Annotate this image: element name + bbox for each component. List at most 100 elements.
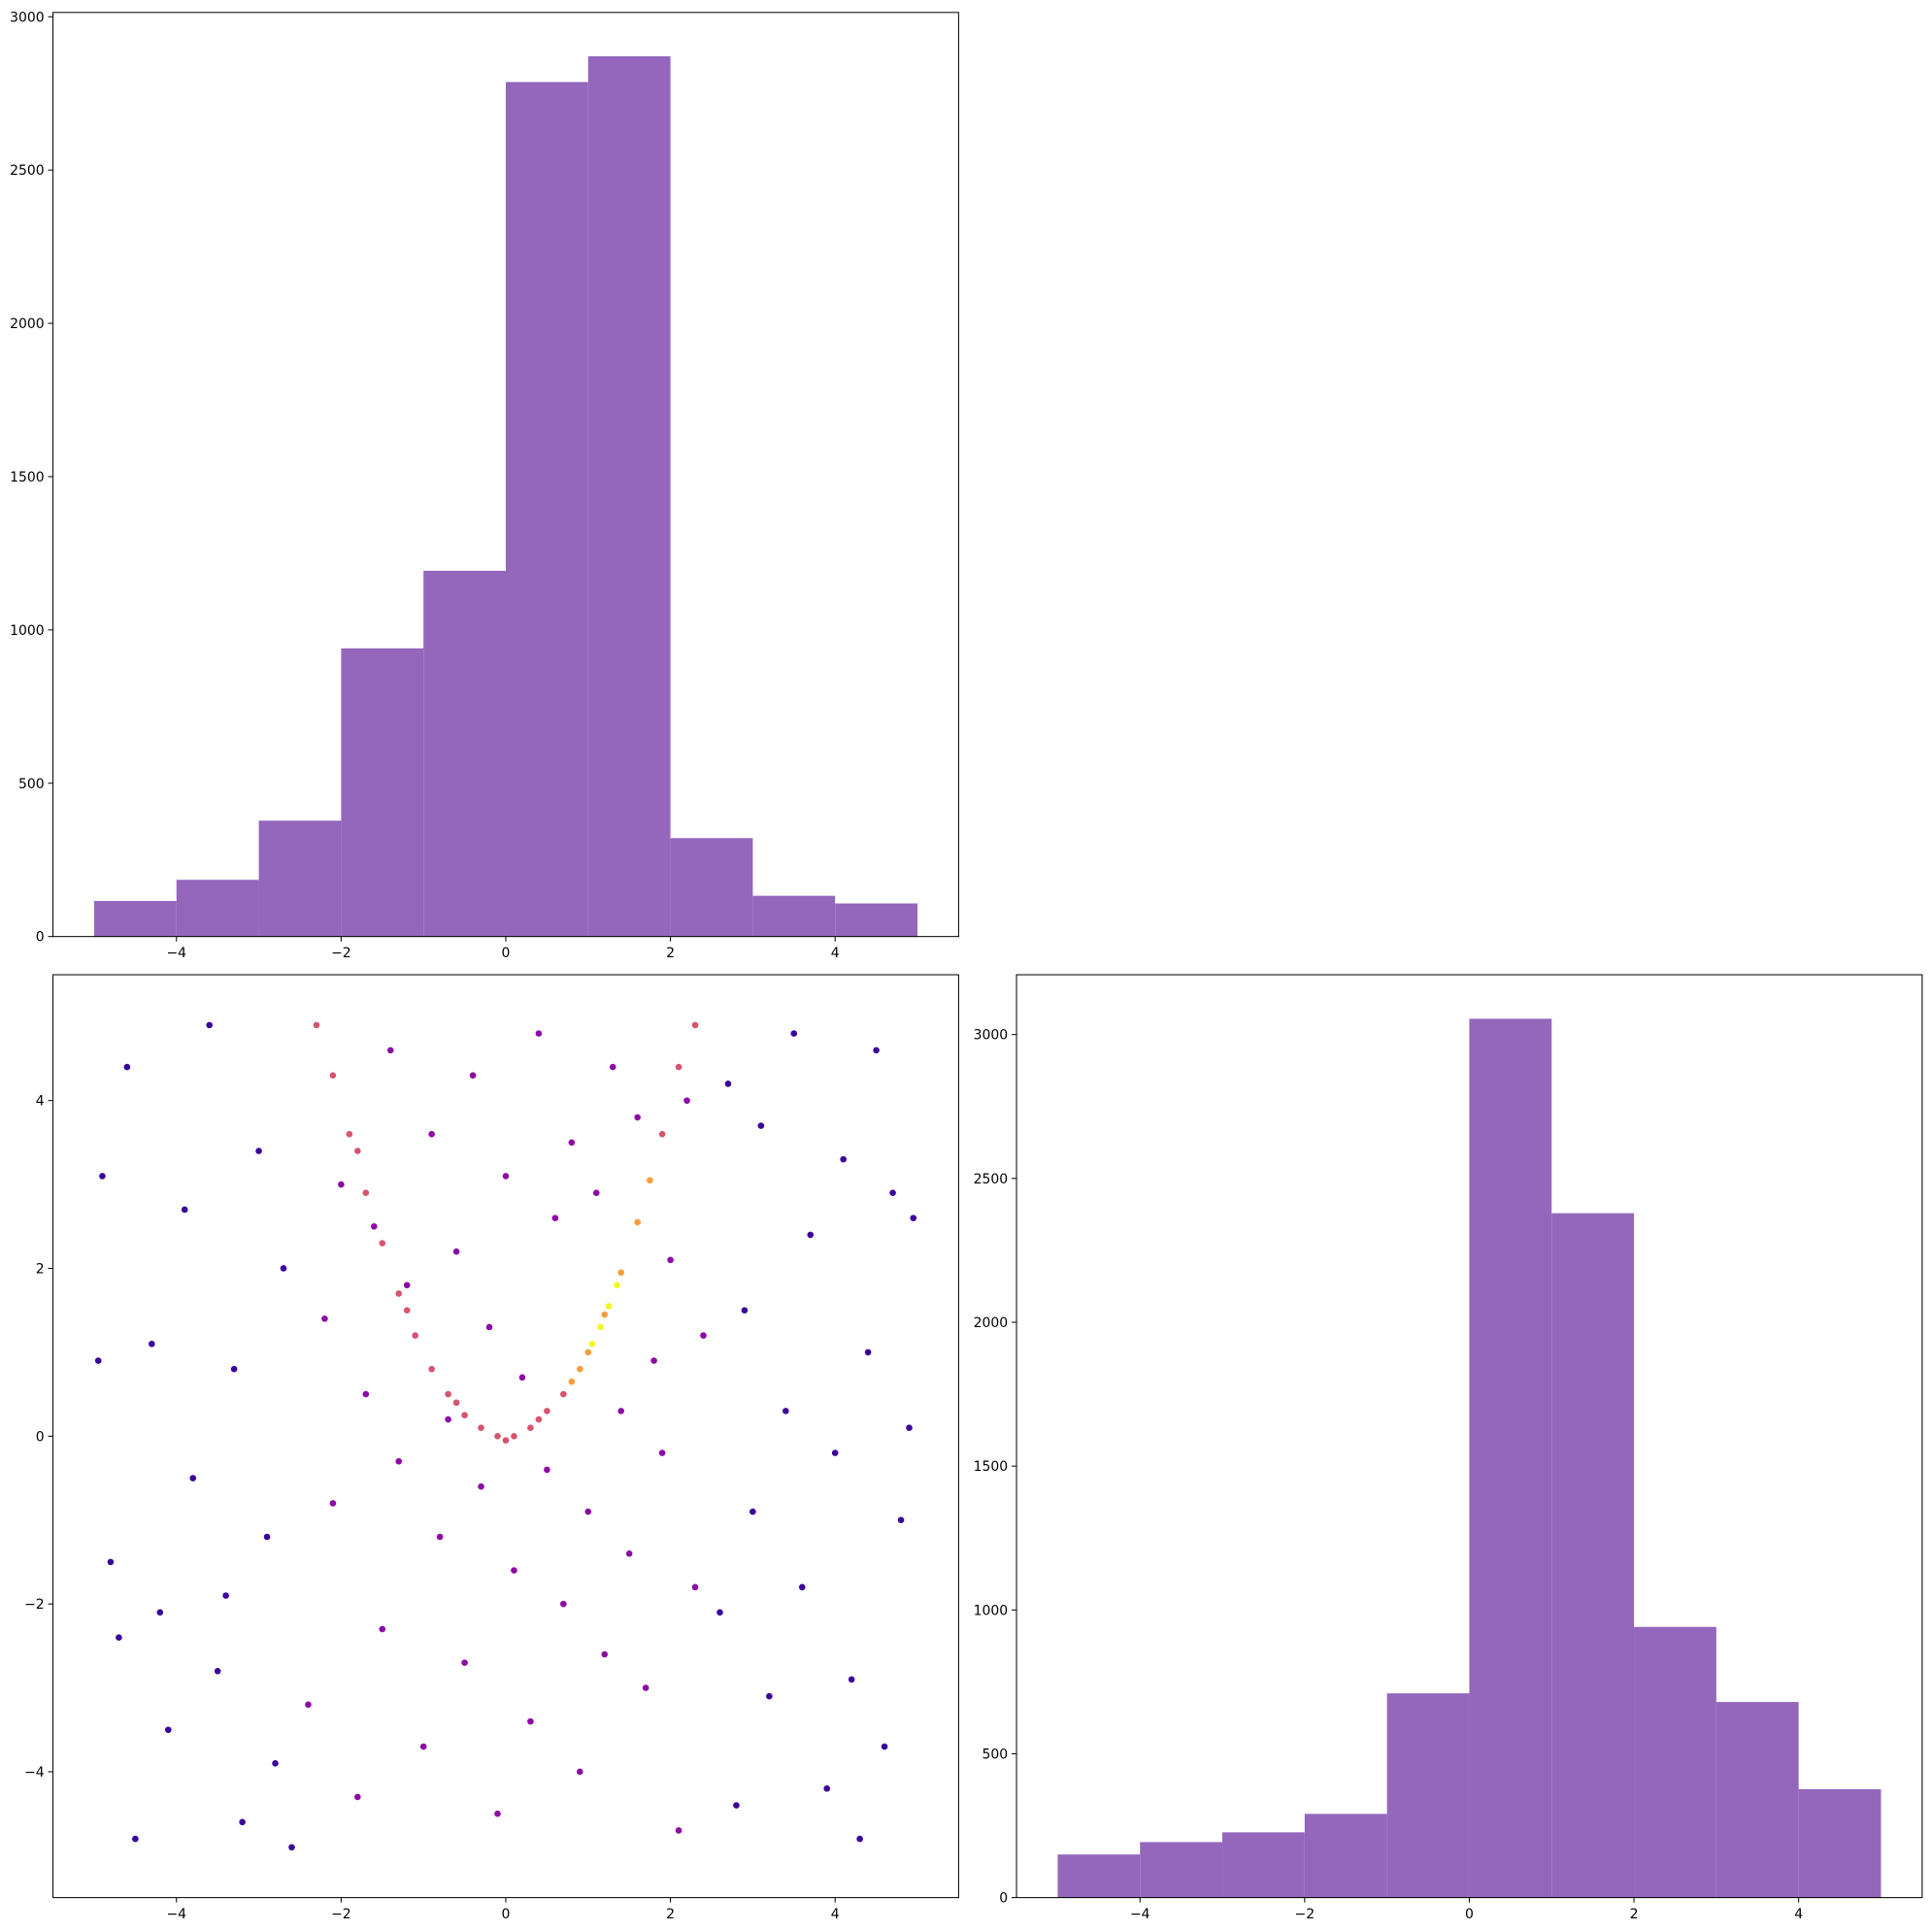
point: [445, 1415, 451, 1423]
y-tick-label: 2500: [10, 163, 45, 179]
point: [647, 1177, 653, 1184]
point: [313, 1021, 320, 1029]
bar: [1634, 1626, 1716, 1898]
point: [452, 1399, 460, 1407]
point: [428, 1365, 435, 1373]
point: [823, 1784, 831, 1792]
point: [617, 1269, 625, 1277]
point: [329, 1072, 337, 1080]
bar: [1222, 1832, 1305, 1898]
y-tick-label: −2: [24, 1597, 45, 1613]
point: [840, 1155, 847, 1163]
point: [428, 1130, 435, 1138]
point: [807, 1231, 815, 1239]
y-tick-label: 1500: [10, 470, 45, 485]
point: [123, 1063, 131, 1071]
bar: [423, 570, 506, 937]
point: [222, 1592, 229, 1599]
bar: [1304, 1814, 1387, 1898]
x-tick-label: −4: [166, 1907, 186, 1922]
point: [790, 1030, 798, 1037]
point: [691, 1021, 699, 1029]
bar: [258, 820, 342, 937]
x-tick-label: −4: [1130, 1907, 1150, 1922]
point: [724, 1081, 732, 1087]
bar: [1469, 1018, 1552, 1898]
point: [535, 1030, 543, 1037]
point: [650, 1357, 657, 1364]
y-tick-label: 2: [36, 1262, 45, 1278]
y-tick-label: 2000: [974, 1315, 1009, 1331]
point: [436, 1533, 444, 1541]
bar: [505, 82, 588, 937]
point: [691, 1583, 699, 1591]
point: [683, 1097, 690, 1104]
bar: [587, 55, 671, 937]
point: [831, 1449, 839, 1456]
point: [798, 1583, 806, 1591]
point: [856, 1835, 863, 1843]
point: [321, 1315, 328, 1322]
point: [494, 1810, 501, 1817]
point: [597, 1323, 604, 1331]
point: [419, 1743, 427, 1750]
point: [132, 1835, 139, 1843]
y-tick-label: 1500: [974, 1459, 1009, 1475]
point: [716, 1609, 723, 1616]
y-tick-label: 0: [36, 1429, 45, 1445]
point: [873, 1047, 880, 1054]
x-tick-label: 4: [1794, 1907, 1803, 1922]
point: [749, 1508, 756, 1515]
point: [527, 1424, 534, 1431]
point: [741, 1307, 749, 1314]
point: [395, 1290, 403, 1297]
point: [605, 1303, 613, 1310]
point: [518, 1374, 526, 1382]
point: [560, 1600, 567, 1608]
x-tick-label: 2: [666, 1907, 675, 1922]
point: [239, 1818, 246, 1826]
x-tick-label: 0: [502, 946, 511, 961]
point: [642, 1684, 650, 1691]
y-tick-label: 1000: [974, 1603, 1009, 1618]
bar: [1386, 1693, 1470, 1898]
y-tick-label: 0: [36, 930, 45, 946]
x-tick-label: 0: [502, 1907, 511, 1922]
x-tick-label: 2: [666, 946, 675, 961]
bar: [341, 648, 424, 937]
y-tick-label: 500: [983, 1748, 1009, 1763]
point: [189, 1475, 197, 1482]
point: [625, 1549, 633, 1557]
bar: [1798, 1788, 1882, 1898]
point: [551, 1215, 559, 1221]
point: [338, 1181, 345, 1188]
bar: [1057, 1854, 1141, 1898]
point: [94, 1357, 102, 1364]
point: [889, 1189, 896, 1197]
point: [588, 1340, 596, 1348]
point: [592, 1189, 600, 1197]
point: [99, 1173, 106, 1180]
point: [107, 1558, 115, 1566]
point: [577, 1768, 583, 1776]
point: [544, 1408, 550, 1415]
x-tick-label: −2: [1295, 1907, 1316, 1922]
point: [601, 1311, 609, 1318]
point: [568, 1139, 576, 1147]
point: [634, 1114, 641, 1121]
point: [379, 1625, 386, 1633]
point: [906, 1424, 913, 1431]
point: [584, 1348, 592, 1356]
point: [511, 1433, 517, 1440]
point: [272, 1760, 279, 1767]
bar: [670, 838, 753, 937]
point: [346, 1130, 353, 1138]
point: [511, 1567, 517, 1574]
point: [469, 1072, 477, 1080]
point: [502, 1437, 510, 1444]
point: [280, 1265, 287, 1272]
point: [370, 1222, 378, 1230]
x-tick-label: −2: [331, 946, 351, 961]
point: [288, 1844, 295, 1851]
